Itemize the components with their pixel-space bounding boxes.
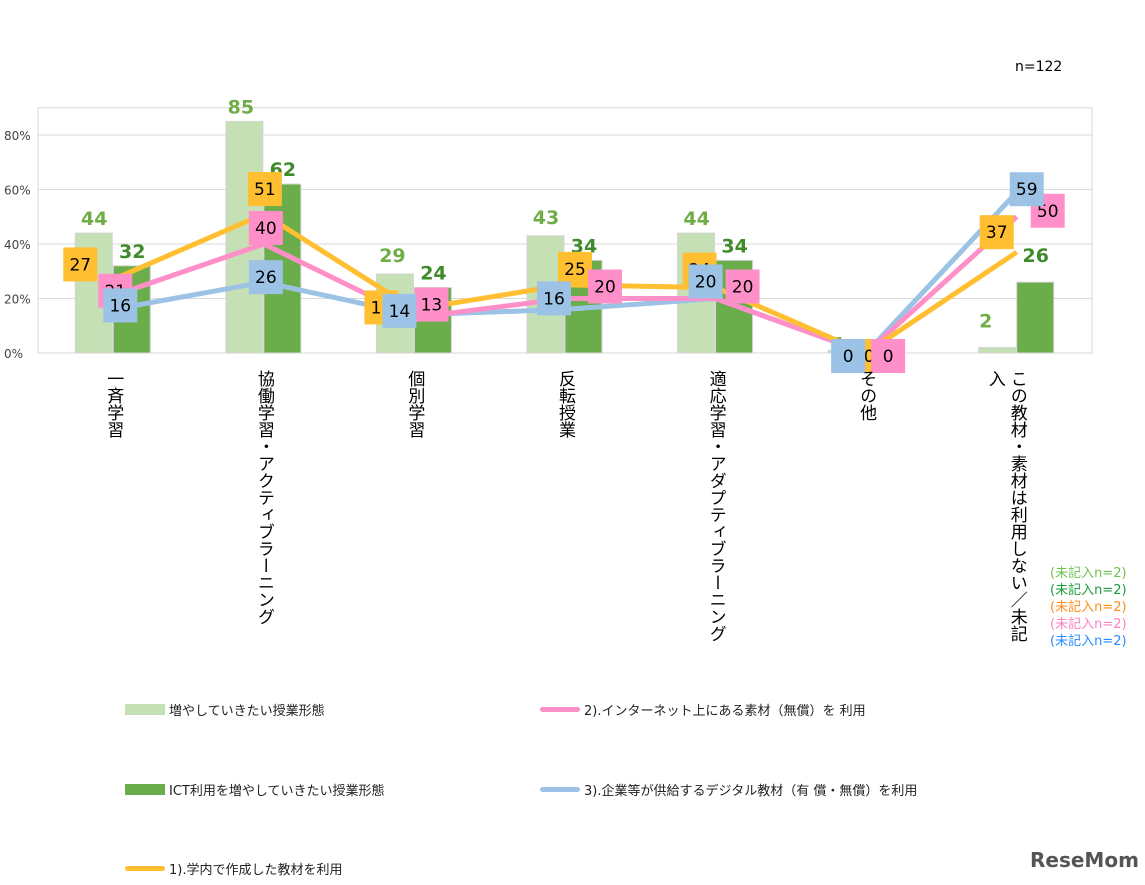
bar — [1016, 281, 1055, 354]
data-label: 26 — [1022, 245, 1048, 267]
data-label-box — [414, 287, 449, 322]
y-tick-label: 80% — [4, 129, 31, 143]
data-label: 34 — [721, 235, 747, 257]
legend-label: 2).インターネット上にある素材（無償）を 利用 — [584, 704, 866, 719]
data-label: 50 — [1037, 202, 1059, 222]
legend-item-line1: 1).学内で作成した教材を利用 — [125, 859, 342, 878]
data-label: 40 — [255, 219, 277, 239]
data-label: 25 — [564, 260, 586, 280]
legend-swatch — [125, 704, 165, 715]
data-label: 29 — [379, 245, 405, 267]
legend-item-bar1: 増やしていきたい授業形態 — [125, 700, 325, 719]
data-label: 20 — [732, 278, 754, 298]
missing-count-note: (未記入n=2) — [1050, 600, 1127, 615]
legend-swatch — [125, 866, 165, 871]
data-label: 51 — [254, 180, 276, 200]
legend-swatch — [540, 707, 580, 712]
legend-label: 1).学内で作成した教材を利用 — [169, 863, 343, 878]
legend-swatch — [540, 787, 580, 792]
resemom-logo: ReseMom — [1030, 848, 1139, 872]
data-label: 20 — [594, 278, 616, 298]
category-label: 適応学習・アダプティブラーニング — [705, 370, 726, 642]
data-label-box — [831, 339, 866, 373]
data-label-box — [248, 211, 283, 245]
missing-count-note: (未記入n=2) — [1050, 617, 1127, 632]
data-label: 43 — [533, 207, 559, 229]
category-label: 協働学習・アクティブラーニング — [253, 370, 274, 625]
data-label: 34 — [571, 235, 597, 257]
data-label: 20 — [695, 273, 717, 293]
legend-swatch — [125, 784, 165, 795]
data-label: 59 — [1016, 180, 1038, 200]
data-label-box — [63, 247, 98, 282]
data-label: 24 — [420, 263, 446, 285]
data-label-box — [1009, 172, 1044, 207]
data-label-box — [979, 215, 1014, 250]
y-tick-label: 0% — [4, 347, 23, 361]
data-label-box — [247, 172, 282, 207]
y-tick-label: 60% — [4, 184, 31, 198]
data-label-box — [537, 281, 571, 316]
legend-label: 3).企業等が供給するデジタル教材（有 償・無償）を利用 — [584, 784, 918, 799]
missing-count-note: (未記入n=2) — [1050, 566, 1127, 581]
data-label-box — [382, 293, 417, 328]
data-label: 0 — [843, 347, 854, 367]
category-label: その他 — [856, 370, 877, 421]
category-label: 個別学習 — [404, 370, 425, 438]
data-label: 14 — [389, 302, 411, 322]
legend-label: ICT利用を増やしていきたい授業形態 — [169, 784, 385, 799]
data-label: 27 — [69, 255, 91, 275]
category-label: 反転授業 — [555, 370, 575, 438]
data-label-box — [103, 288, 138, 323]
data-label: 32 — [119, 241, 145, 263]
data-label: 13 — [421, 296, 443, 316]
data-label-box — [558, 251, 592, 286]
y-tick-label: 20% — [4, 293, 31, 307]
data-label: 16 — [543, 289, 565, 309]
category-label: 一斉学習 — [103, 370, 124, 438]
legend-item-bar2: ICT利用を増やしていきたい授業形態 — [125, 780, 384, 799]
missing-count-note: (未記入n=2) — [1050, 583, 1127, 598]
data-label-box — [725, 269, 760, 304]
n-label: n=122 — [1015, 59, 1063, 75]
legend-item-line2: 2).インターネット上にある素材（無償）を 利用 — [540, 700, 866, 719]
bar — [978, 347, 1017, 354]
data-label: 26 — [255, 268, 277, 288]
data-label-box — [688, 264, 723, 299]
data-label: 0 — [883, 347, 894, 367]
category-label: この教材・素材は利用しない／未記入 — [984, 370, 1027, 642]
legend-label: 増やしていきたい授業形態 — [169, 704, 325, 719]
data-label-box — [871, 339, 906, 373]
data-label: 37 — [986, 223, 1008, 243]
data-label-box — [588, 269, 622, 304]
y-tick-label: 40% — [4, 238, 31, 252]
data-label: 44 — [683, 208, 709, 230]
data-label: 0 — [864, 347, 875, 367]
missing-count-note: (未記入n=2) — [1050, 634, 1127, 649]
data-label: 16 — [109, 296, 131, 316]
data-label: 2 — [979, 311, 992, 333]
legend-item-line3: 3).企業等が供給するデジタル教材（有 償・無償）を利用 — [540, 780, 917, 799]
data-label: 85 — [228, 96, 254, 118]
data-label: 44 — [81, 208, 107, 230]
data-label-box — [248, 260, 283, 295]
